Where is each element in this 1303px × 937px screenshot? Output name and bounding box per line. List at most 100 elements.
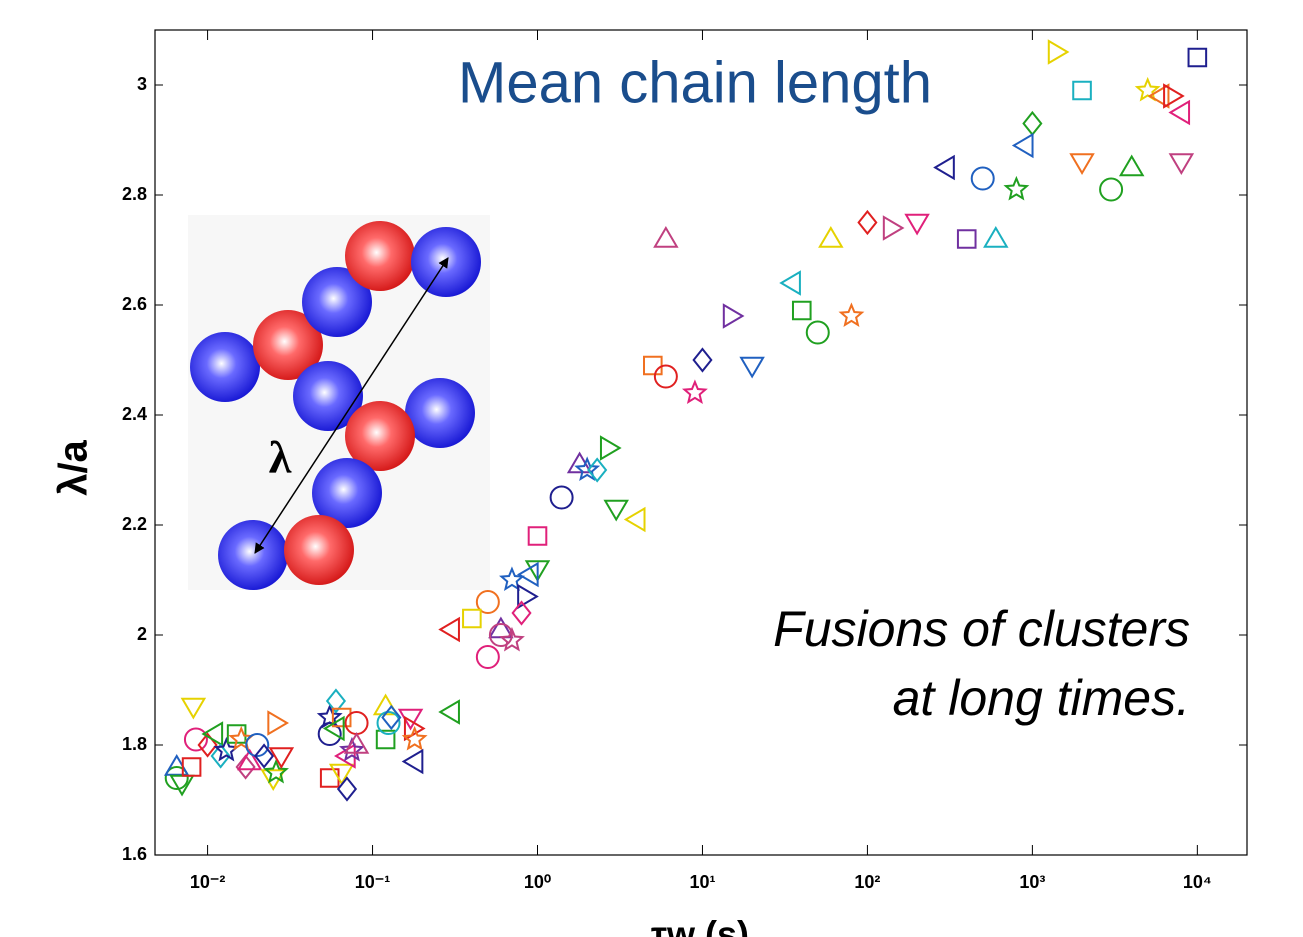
annotation: at long times. [893,670,1190,726]
point [325,688,347,714]
point [201,721,224,747]
point [517,583,539,610]
point [882,215,905,241]
point [245,733,270,757]
point [791,300,812,321]
point [805,320,830,345]
point [838,302,865,328]
x-tick-label: 10⁻¹ [355,872,391,892]
chart-title: Mean chain length [458,50,932,115]
arrow [254,257,449,554]
y-tick-label: 2 [137,624,147,644]
point [331,707,352,728]
point [336,776,358,802]
point [933,154,955,181]
x-tick-label: 10⁰ [524,872,551,892]
point [511,600,532,626]
point [1099,177,1124,202]
y-tick-label: 3 [137,74,147,94]
point [488,623,513,647]
point [970,166,995,191]
point [338,736,365,762]
point [1011,132,1034,159]
point [268,747,295,769]
point [375,729,396,750]
point [183,727,208,752]
point [549,485,574,510]
point [344,711,369,735]
sphere [190,332,260,402]
x-tick-label: 10⁴ [1183,872,1212,892]
point [253,743,275,769]
point [1187,47,1208,68]
point [210,743,231,769]
sphere [345,221,415,291]
point [1147,83,1170,109]
y-tick-label: 2.4 [122,404,147,424]
point [169,774,195,797]
annotation: Fusions of clusters [773,601,1190,657]
point [438,699,460,725]
y-tick-label: 2.2 [122,514,147,534]
point [499,566,525,592]
point [499,626,525,652]
point [401,725,428,751]
point [643,355,663,376]
point [653,226,679,248]
point [403,715,426,742]
point [228,725,255,751]
point [681,379,708,405]
point [587,457,608,483]
point [1047,39,1070,65]
point [328,763,355,786]
point [524,560,551,582]
point [1134,76,1161,102]
point [322,715,345,742]
point [317,722,342,746]
sphere [405,378,475,448]
point [180,697,207,720]
point [722,303,745,329]
point [779,270,801,296]
point [1163,83,1185,109]
point [164,766,189,790]
y-tick-label: 1.6 [122,844,147,864]
point [1003,175,1030,201]
point [857,209,878,236]
y-tick-label: 1.8 [122,734,147,754]
point [235,754,256,780]
point [438,616,460,643]
x-tick-label: 10⁻² [190,872,226,892]
point [1069,153,1095,175]
point [1168,153,1195,175]
point [603,499,629,522]
point [574,456,601,482]
inset: λ [188,215,490,590]
point [516,561,539,588]
inset-label: λ [269,432,292,483]
point [263,758,289,784]
point [527,526,548,546]
point [475,645,500,669]
point [739,356,765,379]
point [599,435,622,461]
point [904,213,930,236]
plot-frame [154,29,1248,856]
sphere [218,520,288,590]
point [623,506,646,533]
x-axis-label: τw (s) [651,914,749,937]
point [956,229,977,249]
y-axis-label: λ/a [52,439,96,495]
point [236,748,263,771]
point [1118,154,1145,177]
point [197,732,218,758]
point [692,347,713,373]
y-tick-label: 2.8 [122,184,147,204]
x-tick-label: 10² [854,872,880,892]
point [267,710,290,736]
point [653,364,678,389]
point [381,704,402,731]
point [181,757,202,777]
point [1168,99,1191,126]
